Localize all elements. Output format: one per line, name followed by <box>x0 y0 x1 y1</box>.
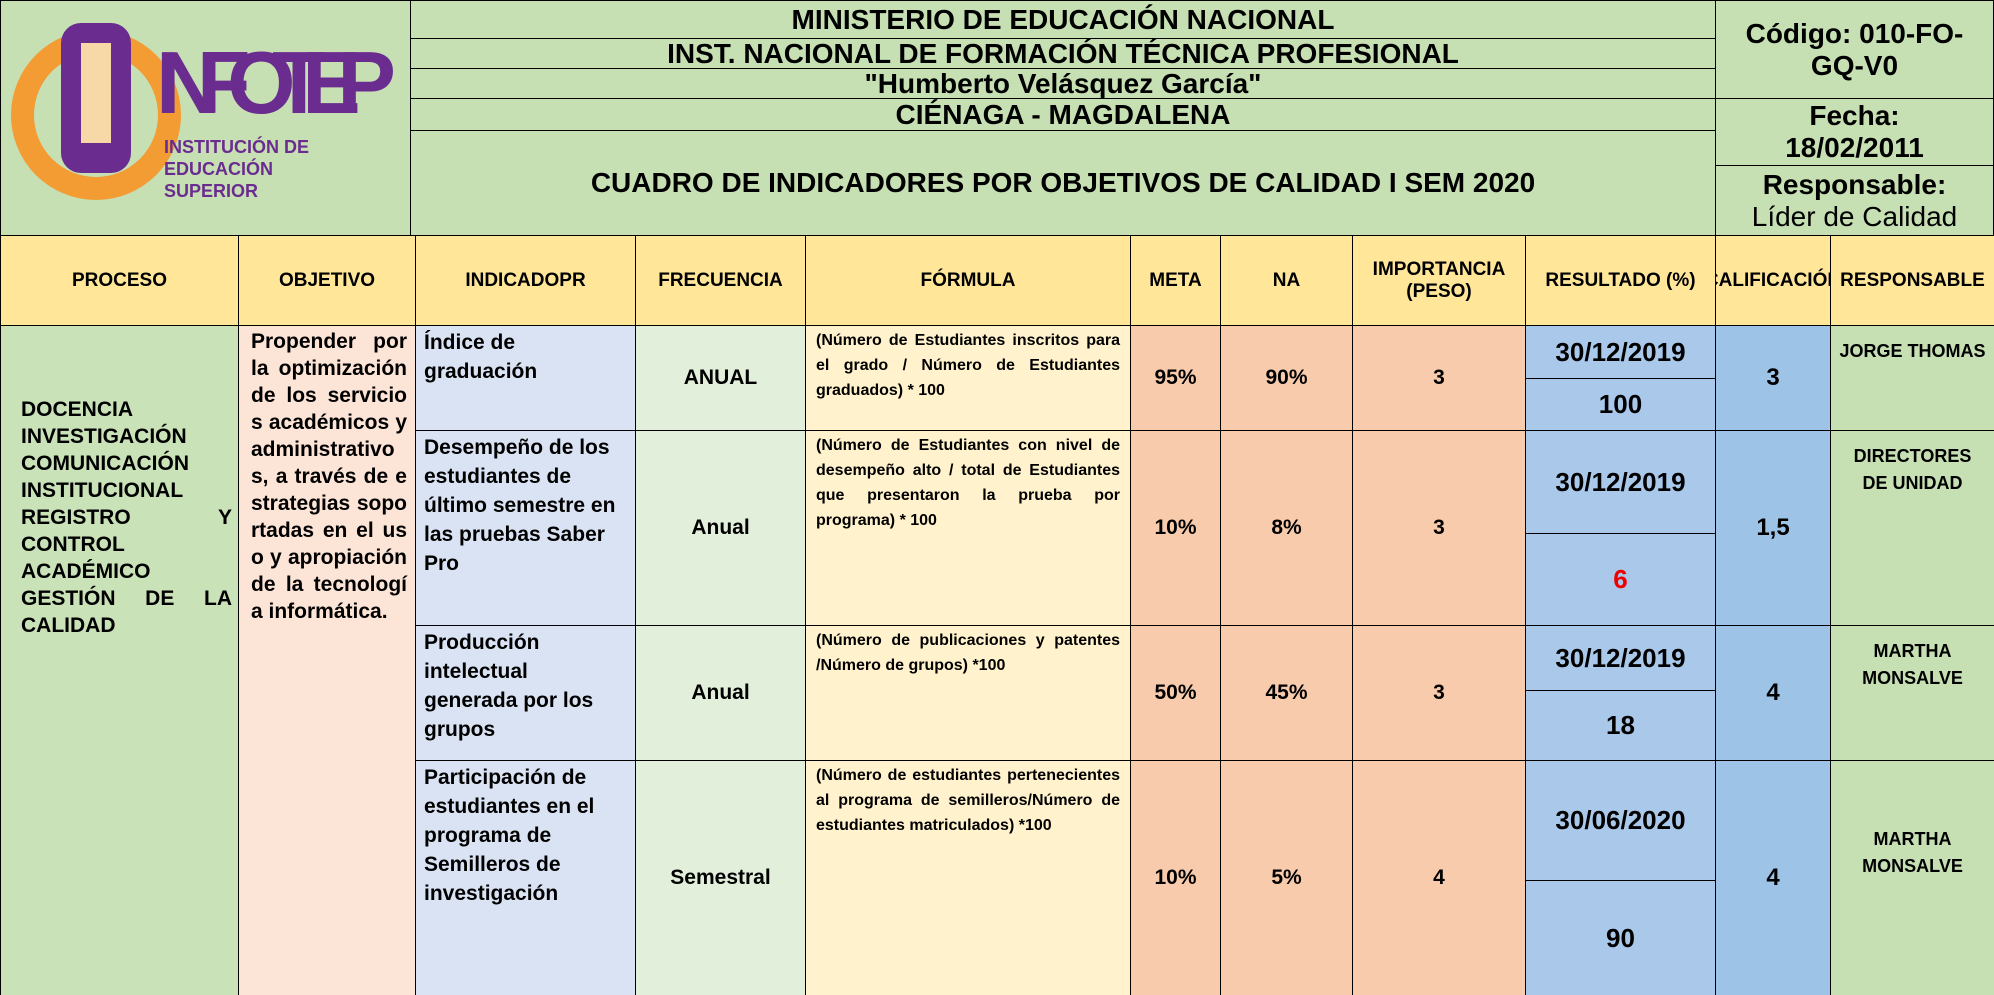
column-header: CALIFICACIÓN <box>1715 235 1831 326</box>
column-header: OBJETIVO <box>238 235 416 326</box>
proceso-line: DOCENCIA <box>21 398 134 421</box>
na: 45% <box>1220 625 1353 761</box>
formula: (Número de Estudiantes inscritos para el… <box>805 325 1131 431</box>
proceso-line: GESTIÓN DE LA <box>21 587 232 610</box>
proceso-cell: DOCENCIA INVESTIGACIÓN COMUNICACIÓN INSTITU… <box>0 325 239 995</box>
logo: INFOTEP INSTITUCIÓN DE EDUCACIÓN SUPERIO… <box>10 23 396 201</box>
na: 5% <box>1220 760 1353 995</box>
fecha: Fecha: 18/02/2011 <box>1715 98 1994 166</box>
responsable: MARTHA MONSALVE <box>1830 625 1994 761</box>
frecuencia: ANUAL <box>635 325 806 431</box>
responsable-label: Responsable: <box>1762 168 1947 200</box>
responsable: DIRECTORES DE UNIDAD <box>1830 430 1994 626</box>
peso: 3 <box>1352 625 1526 761</box>
column-header: FÓRMULA <box>805 235 1131 326</box>
logo-sub: SUPERIOR <box>164 181 258 201</box>
calificacion: 4 <box>1715 760 1831 995</box>
responsable: JORGE THOMAS <box>1830 325 1994 431</box>
meta: 95% <box>1130 325 1221 431</box>
frecuencia: Anual <box>635 625 806 761</box>
calificacion: 1,5 <box>1715 430 1831 626</box>
title: "Humberto Velásquez García" <box>410 68 1716 99</box>
title: MINISTERIO DE EDUCACIÓN NACIONAL <box>410 0 1716 39</box>
peso: 3 <box>1352 430 1526 626</box>
column-header: RESULTADO (%) <box>1525 235 1716 326</box>
fecha: 30/12/2019 <box>1525 625 1716 691</box>
title: INST. NACIONAL DE FORMACIÓN TÉCNICA PROF… <box>410 38 1716 69</box>
proceso-line: INVESTIGACIÓN <box>21 425 187 448</box>
proceso-line: REGISTRO Y <box>21 506 232 529</box>
meta: 10% <box>1130 760 1221 995</box>
resultado: 6 <box>1525 533 1716 626</box>
main-title: CUADRO DE INDICADORES POR OBJETIVOS DE C… <box>410 130 1716 236</box>
fecha: 30/12/2019 <box>1525 430 1716 534</box>
column-header: FRECUENCIA <box>635 235 806 326</box>
logo-cell: INFOTEP INSTITUCIÓN DE EDUCACIÓN SUPERIO… <box>0 0 411 236</box>
logo-sub: EDUCACIÓN <box>164 158 273 179</box>
title: CIÉNAGA - MAGDALENA <box>410 98 1716 131</box>
formula: (Número de Estudiantes con nivel de dese… <box>805 430 1131 626</box>
fecha: 30/12/2019 <box>1525 325 1716 379</box>
column-header: RESPONSABLE <box>1830 235 1994 326</box>
column-header: INDICADOPR <box>415 235 636 326</box>
meta: 50% <box>1130 625 1221 761</box>
resultado: 100 <box>1525 378 1716 431</box>
proceso-line: CALIDAD <box>21 614 116 637</box>
column-header: IMPORTANCIA (PESO) <box>1352 235 1526 326</box>
responsable: MARTHA MONSALVE <box>1830 760 1994 995</box>
responsable-cell: Responsable: Líder de Calidad <box>1715 165 1994 236</box>
proceso-line: CONTROL <box>21 533 125 556</box>
peso: 3 <box>1352 325 1526 431</box>
fecha: 30/06/2020 <box>1525 760 1716 881</box>
calificacion: 4 <box>1715 625 1831 761</box>
frecuencia: Semestral <box>635 760 806 995</box>
responsable: Líder de Calidad <box>1751 200 1958 232</box>
proceso-line: COMUNICACIÓN <box>21 452 189 475</box>
na: 90% <box>1220 325 1353 431</box>
frecuencia: Anual <box>635 430 806 626</box>
peso: 4 <box>1352 760 1526 995</box>
codigo: Código: 010-FO-GQ-V0 <box>1715 0 1994 99</box>
logo-sub: INSTITUCIÓN DE <box>164 136 309 157</box>
proceso-line: INSTITUCIONAL <box>21 479 184 502</box>
formula: (Número de estudiantes pertenecientes al… <box>805 760 1131 995</box>
resultado: 90 <box>1525 880 1716 995</box>
indicador: Participación de estudiantes en el progr… <box>415 760 636 995</box>
formula: (Número de publicaciones y patentes /Núm… <box>805 625 1131 761</box>
indicador: Índice de graduación <box>415 325 636 431</box>
meta: 10% <box>1130 430 1221 626</box>
column-header: NA <box>1220 235 1353 326</box>
resultado: 18 <box>1525 690 1716 761</box>
indicador: Desempeño de los estudiantes de último s… <box>415 430 636 626</box>
column-header: META <box>1130 235 1221 326</box>
na: 8% <box>1220 430 1353 626</box>
calificacion: 3 <box>1715 325 1831 431</box>
objetivo: Propender por la optimización de los ser… <box>238 325 416 995</box>
logo-name: INFOTEP <box>156 33 396 132</box>
indicador: Producción intelectual generada por los … <box>415 625 636 761</box>
column-header: PROCESO <box>0 235 239 326</box>
proceso-line: ACADÉMICO <box>21 560 151 583</box>
